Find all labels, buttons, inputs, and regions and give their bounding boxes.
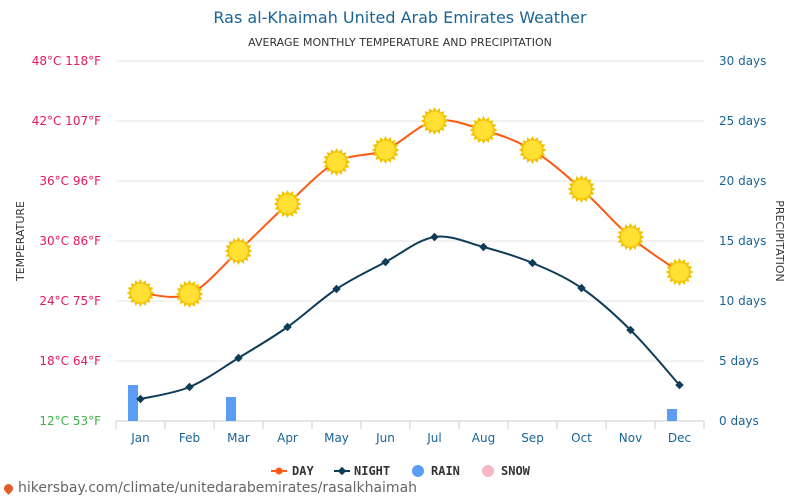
sun-disc [327, 152, 346, 172]
sun-disc [278, 194, 297, 214]
temperature-tick-label: 42°C 107°F [32, 114, 101, 128]
month-label: Nov [619, 431, 642, 445]
night-point [381, 257, 390, 267]
sun-icon [469, 116, 498, 144]
day-series [126, 107, 694, 308]
night-point [136, 394, 145, 404]
x-axis-ticks [115, 421, 705, 429]
temperature-tick-label: 48°C 118°F [32, 54, 101, 68]
sun-icon [371, 136, 400, 164]
night-point [185, 382, 194, 392]
precipitation-tick-label: 10 days [719, 294, 766, 308]
location-pin-icon [2, 481, 15, 495]
sun-icon [273, 190, 302, 218]
legend-day[interactable]: DAY [271, 464, 314, 478]
legend-snow[interactable]: SNOW [482, 464, 531, 478]
sun-icon [616, 223, 645, 251]
night-point [577, 283, 586, 293]
rain-bar [667, 409, 677, 421]
precipitation-tick-label: 25 days [719, 114, 766, 128]
sun-icon [518, 136, 547, 164]
legend-night-label: NIGHT [354, 464, 390, 478]
sun-disc [474, 120, 493, 140]
night-point [528, 258, 537, 268]
night-series [136, 232, 684, 404]
temperature-tick-label: 30°C 86°F [39, 234, 101, 248]
sun-icon [126, 279, 155, 307]
source-link[interactable]: hikersbay.com/climate/unitedarabemirates… [2, 480, 418, 496]
precipitation-axis: 30 days 25 days 20 days 15 days 10 days 5 day… [719, 54, 766, 428]
sun-disc [131, 283, 150, 303]
precipitation-tick-label: 5 days [719, 354, 759, 368]
source-url: hikersbay.com/climate/unitedarabemirates… [18, 480, 418, 496]
sun-icon [665, 258, 694, 286]
legend-day-marker [275, 467, 283, 475]
month-label: Mar [227, 431, 250, 445]
sun-disc [376, 140, 395, 160]
night-point [626, 325, 635, 335]
month-label: May [324, 431, 349, 445]
month-label: Aug [472, 431, 495, 445]
night-point [234, 353, 243, 363]
month-labels: Jan Feb Mar Apr May Jun Jul Aug Sep Oct Nov Dec [130, 431, 691, 445]
precipitation-axis-title: PRECIPITATION [773, 200, 786, 281]
night-point [283, 322, 292, 332]
temperature-tick-label: 24°C 75°F [39, 294, 101, 308]
precipitation-tick-label: 20 days [719, 174, 766, 188]
month-label: Oct [571, 431, 592, 445]
month-label: Sep [521, 431, 544, 445]
sun-icon [322, 148, 351, 176]
legend-night[interactable]: NIGHT [334, 464, 390, 478]
day-line [140, 119, 681, 298]
night-line [140, 235, 681, 400]
temperature-tick-label: 12°C 53°F [39, 414, 101, 428]
sun-icon [175, 280, 204, 308]
night-point [332, 284, 341, 294]
legend-snow-label: SNOW [501, 464, 531, 478]
night-point [430, 232, 439, 242]
rain-bars [128, 385, 677, 421]
month-label: Dec [668, 431, 691, 445]
temperature-axis-title: TEMPERATURE [14, 201, 27, 282]
sun-icon [567, 175, 596, 203]
legend-rain-label: RAIN [431, 464, 460, 478]
temperature-tick-label: 36°C 96°F [39, 174, 101, 188]
precipitation-tick-label: 0 days [719, 414, 759, 428]
legend-snow-marker [482, 465, 494, 477]
sun-icon [224, 237, 253, 265]
month-label: Apr [277, 431, 298, 445]
sun-disc [425, 111, 444, 131]
night-point [675, 380, 684, 390]
temperature-tick-label: 18°C 64°F [39, 354, 101, 368]
temperature-axis: 48°C 118°F 42°C 107°F 36°C 96°F 30°C 86°F 24… [32, 54, 101, 428]
chart-subtitle: AVERAGE MONTHLY TEMPERATURE AND PRECIPIT… [248, 36, 552, 49]
gridlines [116, 60, 704, 362]
legend-day-label: DAY [292, 464, 314, 478]
precipitation-tick-label: 30 days [719, 54, 766, 68]
legend-night-marker [337, 466, 347, 476]
chart-title: Ras al-Khaimah United Arab Emirates Weat… [213, 8, 587, 27]
month-label: Jul [426, 431, 441, 445]
sun-disc [572, 179, 591, 199]
sun-icon [420, 107, 449, 135]
sun-disc [621, 227, 640, 247]
legend-rain[interactable]: RAIN [412, 464, 460, 478]
month-label: Feb [179, 431, 200, 445]
rain-bar [226, 397, 236, 421]
precipitation-tick-label: 15 days [719, 234, 766, 248]
rain-bar [128, 385, 138, 421]
month-label: Jun [375, 431, 395, 445]
sun-disc [229, 241, 248, 261]
night-point [479, 242, 488, 252]
month-label: Jan [130, 431, 150, 445]
legend: DAY NIGHT RAIN SNOW [271, 464, 531, 478]
legend-rain-marker [412, 465, 424, 477]
sun-disc [523, 140, 542, 160]
sun-disc [180, 284, 199, 304]
sun-disc [670, 262, 689, 282]
